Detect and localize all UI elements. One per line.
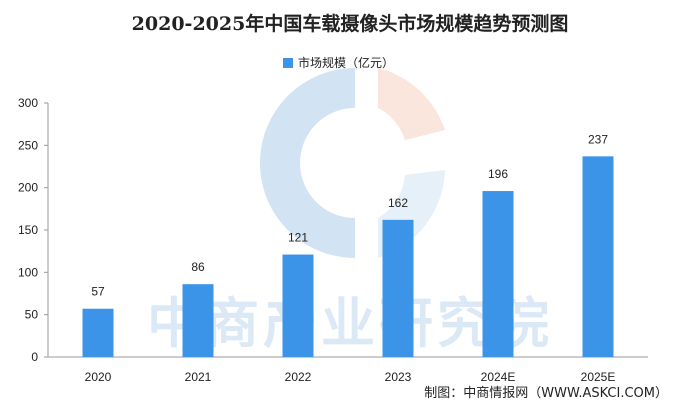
- watermark-text: 中商产业研究院: [147, 292, 553, 355]
- data-label: 121: [288, 231, 308, 245]
- y-tick-label: 250: [18, 138, 38, 152]
- bar: [182, 284, 214, 357]
- y-tick-label: 0: [31, 350, 38, 364]
- x-tick-label: 2024E: [481, 370, 516, 384]
- data-label: 86: [191, 260, 205, 274]
- bar: [382, 219, 414, 357]
- x-ticks: 2020 2021 2022 2023 2024E 2025E: [85, 370, 616, 384]
- y-tick-label: 50: [25, 308, 39, 322]
- source-note: 制图：中商情报网（WWW.ASKCI.COM）: [424, 386, 668, 401]
- data-label: 57: [91, 285, 105, 299]
- data-label: 196: [488, 167, 508, 181]
- x-tick-label: 2022: [285, 370, 312, 384]
- y-ticks: 0 50 100 150 200 250 300: [18, 96, 48, 364]
- bars: [82, 156, 614, 357]
- y-tick-label: 200: [18, 181, 38, 195]
- x-tick-label: 2025E: [581, 370, 616, 384]
- y-tick-label: 300: [18, 96, 38, 110]
- x-tick-label: 2023: [385, 370, 412, 384]
- bar: [82, 308, 114, 357]
- data-label: 237: [588, 132, 608, 146]
- y-tick-label: 100: [18, 265, 38, 279]
- chart-title: 2020-2025年中国车载摄像头市场规模趋势预测图: [132, 12, 569, 35]
- bar: [582, 156, 614, 357]
- watermark-logo: [260, 68, 445, 258]
- bar: [482, 191, 514, 357]
- data-label: 162: [388, 196, 408, 210]
- x-tick-label: 2021: [185, 370, 212, 384]
- legend: 市场规模（亿元）: [283, 55, 394, 70]
- x-tick-label: 2020: [85, 370, 112, 384]
- y-tick-label: 150: [18, 223, 38, 237]
- legend-label: 市场规模（亿元）: [298, 55, 394, 70]
- legend-swatch: [283, 58, 293, 68]
- data-labels: 57 86 121 162 196 237: [91, 132, 608, 298]
- bar: [282, 254, 314, 357]
